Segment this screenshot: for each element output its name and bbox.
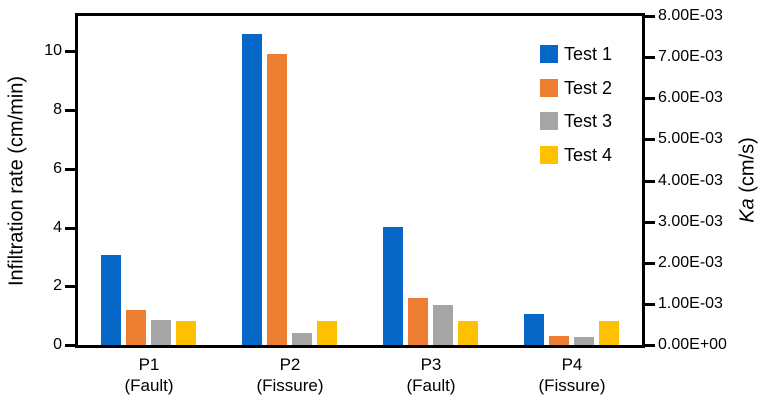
x-label-line2: (Fault) bbox=[406, 376, 456, 395]
legend-label: Test 3 bbox=[564, 111, 613, 131]
plot-area bbox=[75, 13, 645, 348]
right-tick-mark bbox=[645, 97, 655, 100]
left-tick-mark bbox=[65, 168, 75, 171]
bar-test1-p2 bbox=[242, 34, 262, 345]
left-tick-mark bbox=[65, 109, 75, 112]
bar-test2-p3 bbox=[408, 298, 428, 345]
legend-item-test4: Test 4 bbox=[540, 146, 612, 164]
bar-test3-p1 bbox=[151, 320, 171, 345]
right-tick-label: 1.00E-03 bbox=[658, 295, 723, 312]
x-label-line2: (Fissure) bbox=[256, 376, 324, 395]
legend-swatch bbox=[540, 45, 558, 63]
bar-test4-p3 bbox=[458, 321, 478, 345]
legend-item-test2: Test 2 bbox=[540, 79, 612, 97]
left-tick-label: 8 bbox=[53, 101, 62, 118]
right-tick-label: 4.00E-03 bbox=[658, 172, 723, 189]
x-label-line2: (Fault) bbox=[124, 376, 174, 395]
right-tick-mark bbox=[645, 262, 655, 265]
legend-item-test1: Test 1 bbox=[540, 45, 612, 63]
x-label-p1: P1 (Fault) bbox=[84, 354, 214, 396]
bar-test3-p2 bbox=[292, 333, 312, 345]
left-tick-label: 6 bbox=[53, 160, 62, 177]
right-tick-label: 2.00E-03 bbox=[658, 254, 723, 271]
bar-test4-p4 bbox=[599, 321, 619, 345]
bar-test1-p3 bbox=[383, 227, 403, 345]
right-tick-label: 6.00E-03 bbox=[658, 89, 723, 106]
x-label-line1: P3 bbox=[420, 355, 442, 374]
legend-swatch bbox=[540, 146, 558, 164]
x-label-p2: P2 (Fissure) bbox=[225, 354, 355, 396]
legend-label: Test 2 bbox=[564, 78, 613, 98]
left-tick-mark bbox=[65, 344, 75, 347]
bar-test3-p3 bbox=[433, 305, 453, 345]
right-tick-mark bbox=[645, 15, 655, 18]
left-tick-mark bbox=[65, 285, 75, 288]
right-tick-mark bbox=[645, 138, 655, 141]
left-tick-label: 4 bbox=[53, 219, 62, 236]
right-tick-label: 0.00E+00 bbox=[658, 336, 727, 353]
left-tick-label: 10 bbox=[44, 42, 62, 59]
right-tick-mark bbox=[645, 180, 655, 183]
bar-test2-p2 bbox=[267, 54, 287, 345]
bar-test3-p4 bbox=[574, 337, 594, 345]
bar-test2-p4 bbox=[549, 336, 569, 345]
right-tick-mark bbox=[645, 344, 655, 347]
legend-label: Test 1 bbox=[564, 44, 613, 64]
x-label-line1: P2 bbox=[279, 355, 301, 374]
left-tick-label: 0 bbox=[53, 336, 62, 353]
left-tick-mark bbox=[65, 50, 75, 53]
legend-swatch bbox=[540, 79, 558, 97]
right-tick-mark bbox=[645, 56, 655, 59]
x-label-line2: (Fissure) bbox=[538, 376, 606, 395]
left-tick-mark bbox=[65, 227, 75, 230]
right-tick-label: 8.00E-03 bbox=[658, 7, 723, 24]
x-label-p4: P4 (Fissure) bbox=[507, 354, 637, 396]
bar-test1-p1 bbox=[101, 255, 121, 345]
bar-test4-p1 bbox=[176, 321, 196, 345]
right-tick-mark bbox=[645, 221, 655, 224]
bar-test2-p1 bbox=[126, 310, 146, 345]
legend-label: Test 4 bbox=[564, 145, 613, 165]
left-tick-label: 2 bbox=[53, 277, 62, 294]
legend-item-test3: Test 3 bbox=[540, 112, 612, 130]
x-label-p3: P3 (Fault) bbox=[366, 354, 496, 396]
x-label-line1: P4 bbox=[561, 355, 583, 374]
bar-test4-p2 bbox=[317, 321, 337, 345]
bar-test1-p4 bbox=[524, 314, 544, 345]
legend-swatch bbox=[540, 112, 558, 130]
x-label-line1: P1 bbox=[138, 355, 160, 374]
right-tick-label: 3.00E-03 bbox=[658, 213, 723, 230]
right-tick-mark bbox=[645, 303, 655, 306]
right-tick-label: 5.00E-03 bbox=[658, 130, 723, 147]
right-tick-label: 7.00E-03 bbox=[658, 48, 723, 65]
